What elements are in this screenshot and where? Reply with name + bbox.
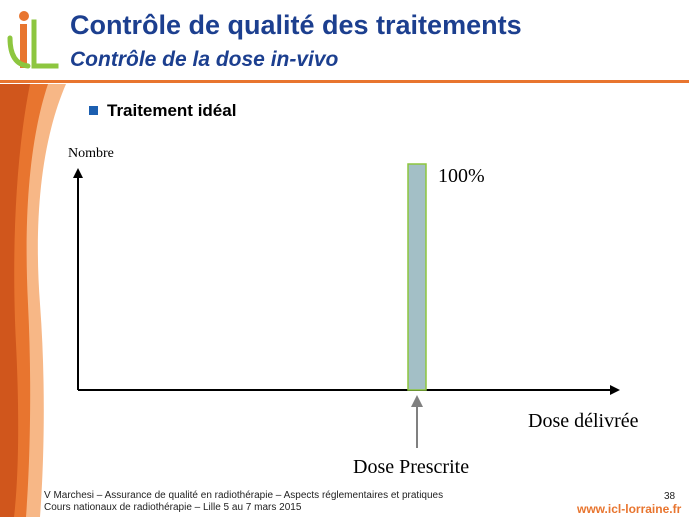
bullet-text: Traitement idéal	[107, 101, 237, 120]
bar-data-label: 100%	[438, 165, 485, 187]
prescribed-dose-label: Dose Prescrite	[353, 456, 469, 478]
page-subtitle: Contrôle de la dose in-vivo	[70, 48, 339, 71]
y-axis-label: Nombre	[68, 146, 114, 161]
site-url-link[interactable]: www.icl-lorraine.fr	[577, 502, 682, 516]
bar-dose-prescrite	[407, 163, 427, 391]
footer-citation: V Marchesi – Assurance de qualité en rad…	[44, 490, 444, 501]
x-axis-label: Dose délivrée	[528, 410, 639, 432]
icl-logo-icon	[7, 11, 59, 69]
page-title: Contrôle de qualité des traitements	[70, 10, 522, 40]
dose-chart: Nombre Dose délivrée 100% Dose Prescrite	[68, 146, 639, 478]
square-bullet-icon	[89, 106, 98, 115]
footer-course: Cours nationaux de radiothérapie – Lille…	[44, 502, 302, 513]
side-decoration	[0, 84, 66, 517]
header-divider	[0, 80, 689, 83]
page-number: 38	[664, 491, 676, 502]
